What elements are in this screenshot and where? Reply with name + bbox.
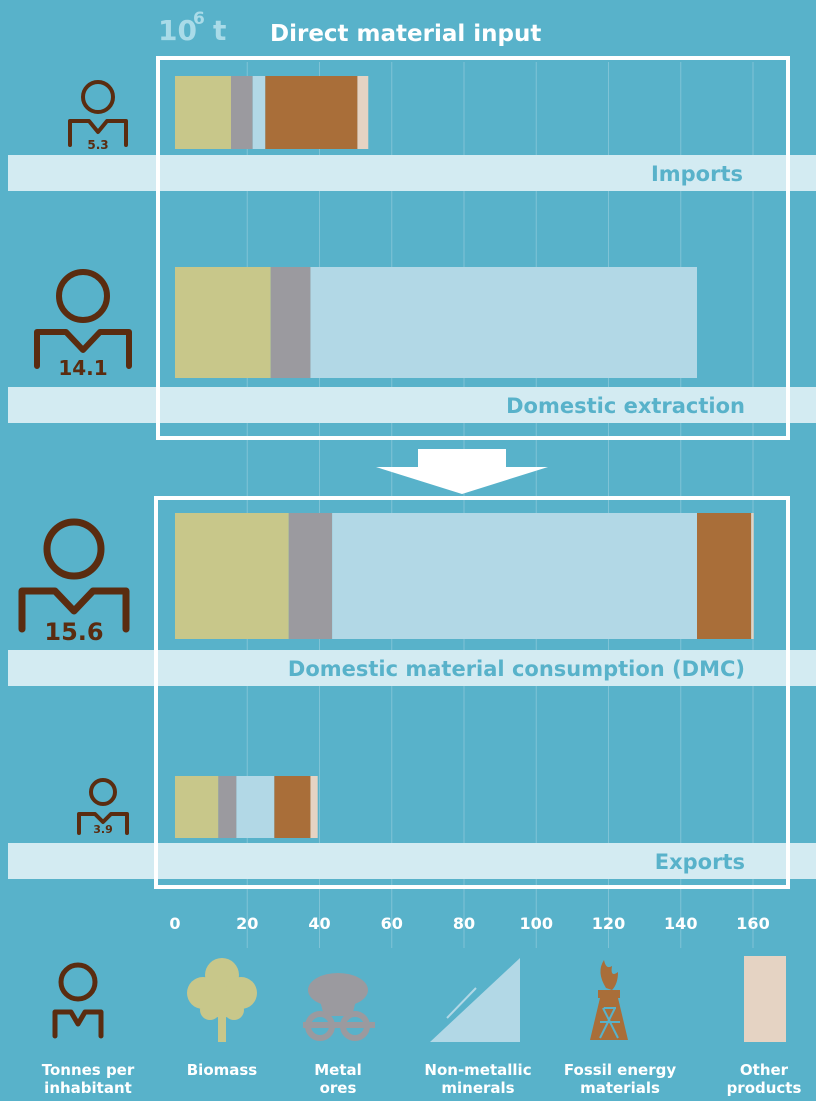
x-tick-label: 20 [236,914,258,933]
pickaxe-hill-icon [430,958,520,1042]
x-tick-label: 140 [664,914,697,933]
bar-segment [175,776,219,838]
band-dmc: Domestic material consumption (DMC) [8,650,816,686]
legend-label-nonmetallic-2: minerals [441,1079,514,1097]
x-tick-label: 120 [592,914,625,933]
per-capita-value-imports: 5.3 [87,138,108,152]
unit-exponent: 6 [193,9,205,29]
person-icon-imports: 5.3 [68,80,128,152]
bar-segment [357,76,369,149]
person-icon-domestic-extraction: 14.1 [34,269,132,380]
unit-letter: t [213,14,226,47]
x-tick-label: 0 [169,914,180,933]
rectangle-icon [744,956,786,1042]
tree-icon [187,958,257,1042]
per-capita-value-exports: 3.9 [93,823,113,836]
x-tick-label: 60 [381,914,403,933]
bar-segment [230,76,253,149]
bar-segment [236,776,275,838]
person-icon-dmc: 15.6 [18,518,130,646]
legend-label-person-1: Tonnes per [42,1061,135,1079]
legend-item-metal-ores: Metal ores [303,973,375,1097]
bar-segments [175,76,754,838]
legend-label-other-1: Other [740,1061,789,1079]
per-capita-value-domestic-extraction: 14.1 [58,356,107,380]
legend-item-non-metallic-minerals: Non-metallic minerals [424,958,532,1097]
bar-segment [310,267,698,378]
legend-item-biomass: Biomass [187,958,258,1079]
legend-label-fossil-2: materials [580,1079,660,1097]
bar-segment [175,513,289,639]
legend-item-fossil-energy: Fossil energy materials [564,960,676,1097]
x-tick-label: 100 [520,914,553,933]
legend-label-nonmetallic-1: Non-metallic [424,1061,531,1079]
category-label-imports: Imports [651,162,743,186]
legend-label-fossil-1: Fossil energy [564,1061,676,1079]
bar-segment [274,776,311,838]
legend-item-tonnes-per-inhabitant: Tonnes per inhabitant [42,962,135,1097]
category-label-exports: Exports [655,850,745,874]
chart-title: Direct material input [270,21,541,47]
legend-item-other-products: Other products [727,956,802,1097]
bar-segment [288,513,333,639]
legend-label-biomass: Biomass [187,1061,258,1079]
legend-label-person-2: inhabitant [44,1079,132,1097]
legend-label-metal-2: ores [320,1079,357,1097]
category-label-domestic-extraction: Domestic extraction [506,394,745,418]
bar-segment [697,513,752,639]
bar-segment [175,76,231,149]
bar-segment [332,513,698,639]
mine-cart-icon [303,973,375,1041]
x-tick-label: 160 [736,914,769,933]
band-imports: Imports [8,155,816,191]
bar-segment [265,76,358,149]
category-label-dmc: Domestic material consumption (DMC) [288,657,745,681]
per-capita-value-dmc: 15.6 [44,618,103,646]
dmi-frame [156,56,790,440]
bar-segment [270,267,311,378]
dmc-frame [154,496,790,889]
person-icon-exports: 3.9 [77,778,129,836]
legend-label-metal-1: Metal [314,1061,362,1079]
legend-label-other-2: products [727,1079,802,1097]
bar-segment [252,76,266,149]
down-arrow-icon [376,449,548,494]
gridlines [246,62,754,948]
bar-segment [218,776,237,838]
band-exports: Exports [8,843,816,879]
x-tick-label: 40 [308,914,330,933]
person-icon [52,962,104,1039]
band-domestic-extraction: Domestic extraction [8,387,816,423]
bar-segment [175,267,271,378]
bar-segment [310,776,318,838]
x-axis-ticks: 0 20 40 60 80 100 120 140 160 [169,914,769,933]
bar-segment [751,513,754,639]
oil-derrick-icon [590,960,628,1040]
x-tick-label: 80 [453,914,475,933]
unit-base: 10 [158,14,197,47]
